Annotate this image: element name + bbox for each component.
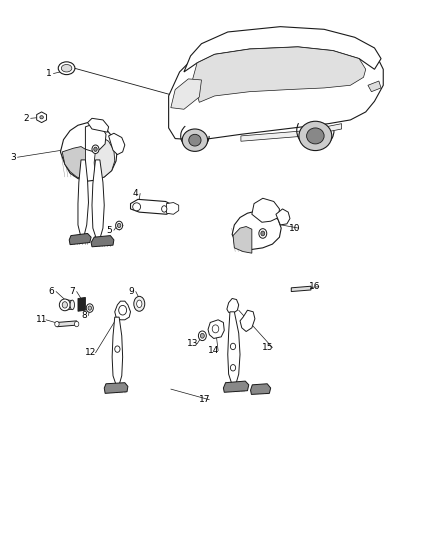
Text: 14: 14	[208, 346, 219, 355]
Polygon shape	[62, 147, 85, 180]
Ellipse shape	[259, 229, 267, 238]
Polygon shape	[184, 27, 381, 72]
Polygon shape	[115, 301, 131, 320]
Ellipse shape	[198, 331, 206, 341]
Text: 15: 15	[262, 343, 274, 352]
Polygon shape	[78, 297, 85, 311]
Polygon shape	[57, 321, 77, 327]
Polygon shape	[78, 160, 88, 236]
Polygon shape	[252, 198, 279, 222]
Ellipse shape	[230, 365, 236, 371]
Ellipse shape	[62, 302, 67, 308]
Polygon shape	[240, 310, 255, 332]
Ellipse shape	[59, 299, 70, 311]
Text: 2: 2	[24, 114, 29, 123]
Text: 8: 8	[81, 311, 87, 320]
Text: 16: 16	[309, 282, 320, 291]
Polygon shape	[109, 133, 125, 155]
Polygon shape	[85, 124, 106, 152]
Polygon shape	[37, 112, 46, 123]
Polygon shape	[88, 118, 109, 132]
Polygon shape	[223, 381, 249, 392]
Text: 7: 7	[69, 287, 75, 296]
Polygon shape	[233, 227, 252, 253]
Text: 13: 13	[187, 340, 198, 348]
Polygon shape	[169, 35, 383, 140]
Polygon shape	[368, 81, 381, 92]
Polygon shape	[227, 298, 239, 313]
Ellipse shape	[94, 147, 97, 151]
Ellipse shape	[119, 305, 127, 315]
Text: 3: 3	[10, 153, 16, 161]
Ellipse shape	[116, 221, 123, 230]
Polygon shape	[208, 320, 224, 338]
Polygon shape	[131, 199, 173, 214]
Ellipse shape	[115, 346, 120, 352]
Text: 17: 17	[199, 395, 211, 404]
Polygon shape	[92, 160, 104, 239]
Ellipse shape	[92, 145, 99, 154]
Polygon shape	[112, 317, 123, 385]
Ellipse shape	[261, 231, 265, 236]
Text: 12: 12	[85, 349, 97, 357]
Ellipse shape	[88, 306, 92, 310]
Polygon shape	[171, 79, 201, 109]
Ellipse shape	[299, 122, 332, 151]
Ellipse shape	[137, 300, 142, 308]
Text: 4: 4	[133, 189, 138, 198]
Text: 1: 1	[46, 69, 52, 78]
Polygon shape	[91, 236, 114, 247]
Polygon shape	[65, 300, 72, 310]
Ellipse shape	[133, 203, 141, 211]
Polygon shape	[60, 123, 117, 181]
Ellipse shape	[117, 223, 121, 228]
Ellipse shape	[40, 116, 43, 119]
Polygon shape	[104, 383, 128, 393]
Ellipse shape	[201, 334, 204, 338]
Text: 11: 11	[36, 316, 47, 324]
Ellipse shape	[55, 321, 59, 327]
Polygon shape	[193, 47, 366, 102]
Ellipse shape	[86, 304, 93, 312]
Polygon shape	[166, 203, 179, 214]
Polygon shape	[276, 209, 290, 225]
Polygon shape	[251, 384, 271, 394]
Ellipse shape	[230, 343, 236, 350]
Ellipse shape	[162, 206, 167, 212]
Text: 6: 6	[49, 287, 55, 296]
Polygon shape	[228, 312, 240, 385]
Ellipse shape	[58, 62, 75, 75]
Ellipse shape	[189, 134, 201, 146]
Text: 9: 9	[128, 287, 134, 296]
Ellipse shape	[74, 321, 79, 327]
Polygon shape	[291, 286, 311, 292]
Text: 10: 10	[289, 224, 300, 232]
Text: 5: 5	[106, 226, 113, 235]
Ellipse shape	[70, 300, 74, 310]
Ellipse shape	[307, 128, 324, 144]
Polygon shape	[232, 211, 281, 249]
Polygon shape	[241, 124, 342, 141]
Ellipse shape	[134, 296, 145, 311]
Polygon shape	[94, 136, 115, 180]
Polygon shape	[69, 233, 91, 245]
Ellipse shape	[182, 129, 208, 151]
Ellipse shape	[212, 325, 219, 333]
Ellipse shape	[61, 64, 72, 72]
